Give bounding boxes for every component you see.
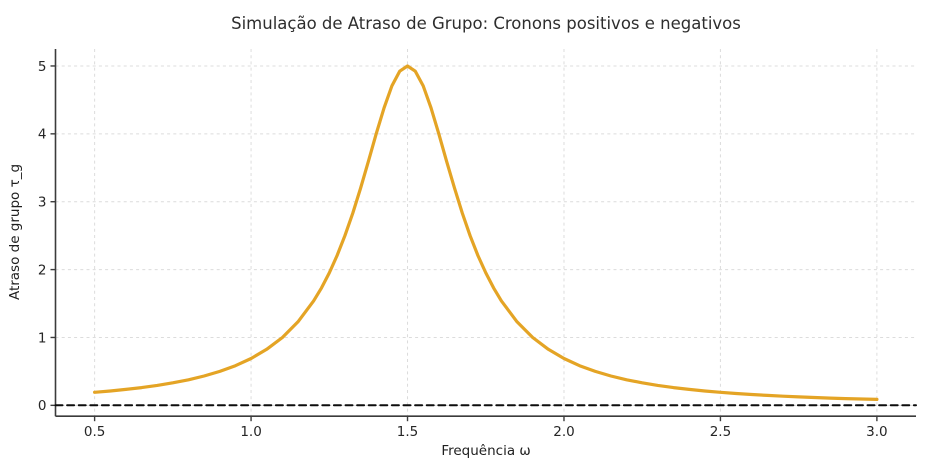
group-delay-curve [92, 64, 879, 401]
y-tick-label: 1 [38, 330, 47, 346]
x-tick-label: 2.0 [553, 424, 574, 440]
y-tick-label: 0 [38, 398, 47, 414]
x-tick-label: 3.0 [866, 424, 887, 440]
y-tick-label: 4 [38, 127, 47, 143]
x-tick-label: 0.5 [84, 424, 105, 440]
chart-title: Simulação de Atraso de Grupo: Cronons po… [231, 14, 741, 33]
x-tick-label: 1.5 [397, 424, 418, 440]
y-tick-label: 3 [38, 195, 47, 211]
y-tick-label: 5 [38, 59, 47, 75]
x-tick-label: 2.5 [710, 424, 731, 440]
x-tick-label: 1.0 [240, 424, 261, 440]
x-axis-label: Frequência ω [441, 443, 531, 459]
y-tick-label: 2 [38, 262, 47, 278]
